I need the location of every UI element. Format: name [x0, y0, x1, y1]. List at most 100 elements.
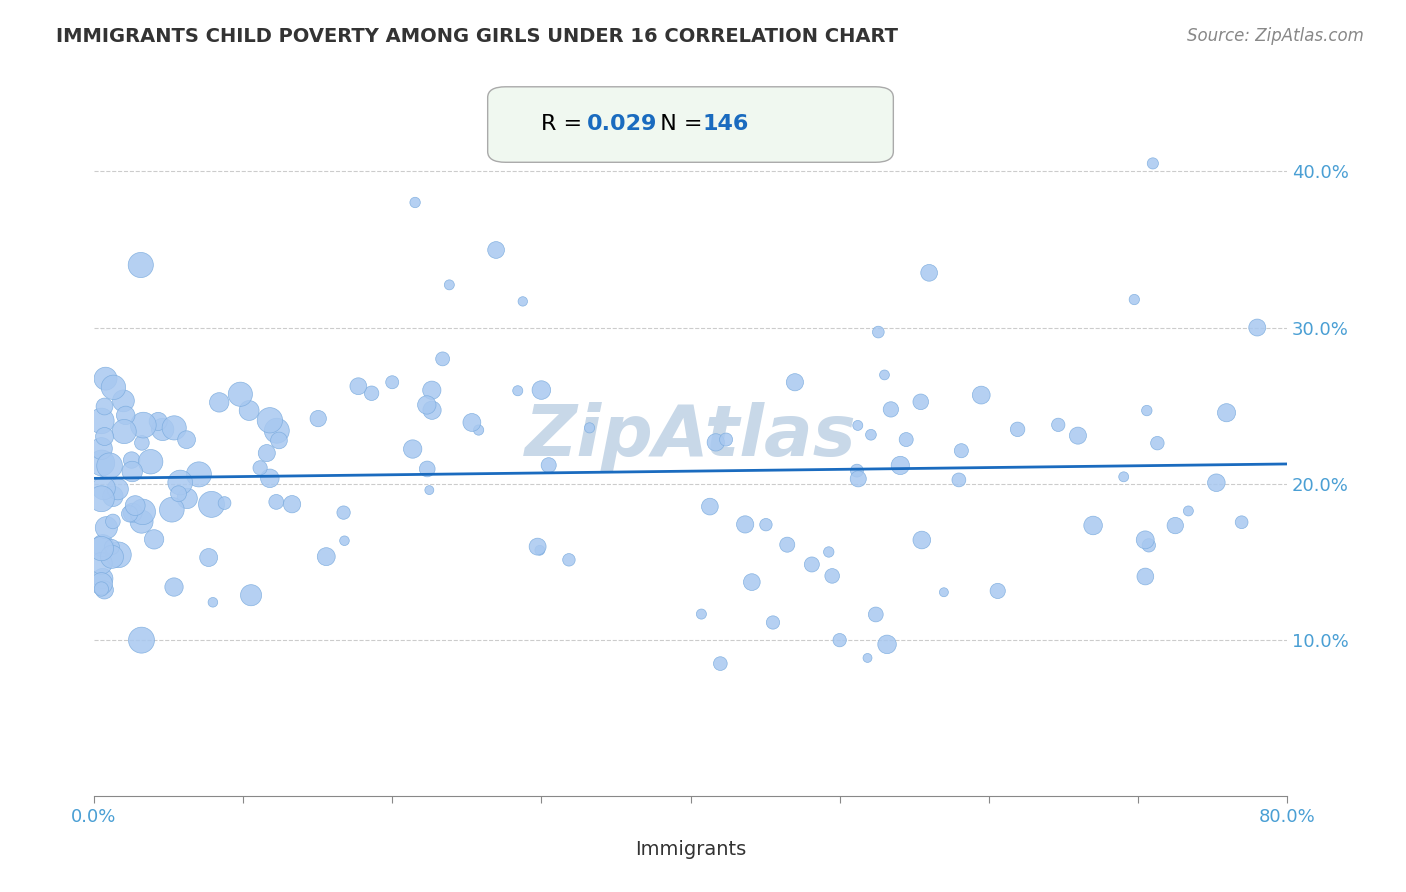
- Point: [163, 580, 186, 594]
- Point: [266, 424, 288, 438]
- Point: [699, 500, 721, 514]
- Point: [1112, 470, 1135, 484]
- Point: [129, 258, 152, 272]
- Point: [859, 427, 882, 442]
- Point: [118, 507, 141, 521]
- Text: R =: R =: [541, 114, 589, 134]
- Point: [101, 515, 124, 529]
- Point: [347, 379, 370, 393]
- Point: [360, 386, 382, 401]
- Point: [558, 553, 581, 567]
- Point: [332, 506, 354, 520]
- Point: [418, 483, 440, 497]
- Point: [783, 376, 806, 390]
- Point: [93, 400, 115, 414]
- Point: [776, 538, 799, 552]
- Point: [381, 376, 404, 390]
- Point: [741, 575, 763, 590]
- Point: [148, 414, 170, 428]
- Point: [267, 434, 290, 448]
- Point: [90, 557, 112, 571]
- Text: 146: 146: [703, 114, 749, 134]
- Point: [131, 515, 153, 529]
- Point: [526, 540, 548, 554]
- Point: [112, 393, 135, 408]
- Point: [880, 402, 903, 417]
- Point: [506, 384, 529, 398]
- Point: [197, 550, 219, 565]
- Point: [131, 436, 153, 450]
- Point: [163, 421, 186, 435]
- Point: [889, 458, 911, 473]
- Point: [1136, 403, 1159, 417]
- Point: [160, 502, 183, 516]
- Point: [90, 582, 112, 596]
- Point: [107, 482, 129, 496]
- Point: [307, 411, 329, 425]
- Point: [214, 496, 236, 510]
- Point: [704, 435, 727, 450]
- Point: [114, 409, 136, 423]
- Point: [714, 433, 737, 447]
- Point: [1135, 533, 1157, 547]
- Point: [467, 423, 489, 437]
- X-axis label: Immigrants: Immigrants: [636, 840, 747, 859]
- Point: [281, 497, 304, 511]
- Point: [1135, 569, 1157, 583]
- Point: [91, 572, 114, 586]
- Point: [709, 657, 731, 671]
- Point: [1007, 422, 1029, 436]
- Point: [1047, 417, 1070, 432]
- Point: [90, 576, 112, 591]
- Point: [755, 517, 778, 532]
- Point: [256, 446, 278, 460]
- Point: [1123, 293, 1146, 307]
- Point: [90, 456, 112, 470]
- Point: [529, 543, 551, 558]
- Point: [828, 633, 851, 648]
- Point: [139, 455, 162, 469]
- Point: [911, 533, 934, 547]
- Point: [121, 465, 143, 479]
- Text: ZipAtlas: ZipAtlas: [524, 402, 856, 472]
- Point: [1067, 428, 1090, 442]
- Point: [176, 491, 198, 506]
- Point: [201, 595, 224, 609]
- Point: [910, 394, 932, 409]
- Point: [93, 582, 115, 597]
- Point: [876, 637, 898, 651]
- Point: [208, 395, 231, 409]
- Point: [101, 489, 124, 503]
- Point: [404, 195, 426, 210]
- Point: [402, 442, 425, 456]
- Text: N =: N =: [647, 114, 710, 134]
- FancyBboxPatch shape: [488, 87, 893, 162]
- Point: [537, 458, 560, 473]
- Point: [103, 380, 125, 394]
- Point: [1177, 504, 1199, 518]
- Point: [131, 633, 153, 648]
- Point: [690, 607, 713, 621]
- Point: [846, 472, 869, 486]
- Point: [238, 403, 260, 417]
- Point: [865, 607, 887, 622]
- Point: [107, 548, 129, 562]
- Point: [121, 506, 143, 520]
- Point: [333, 533, 356, 548]
- Point: [96, 521, 118, 535]
- Point: [432, 351, 454, 366]
- Point: [461, 416, 484, 430]
- Point: [90, 491, 112, 506]
- Point: [90, 442, 112, 456]
- Point: [240, 588, 263, 602]
- Text: IMMIGRANTS CHILD POVERTY AMONG GIRLS UNDER 16 CORRELATION CHART: IMMIGRANTS CHILD POVERTY AMONG GIRLS UND…: [56, 27, 898, 45]
- Point: [1137, 538, 1160, 552]
- Point: [200, 497, 222, 511]
- Point: [132, 418, 155, 433]
- Point: [90, 414, 112, 428]
- Point: [93, 429, 115, 443]
- Point: [918, 266, 941, 280]
- Point: [264, 495, 287, 509]
- Point: [259, 471, 281, 485]
- Point: [817, 545, 839, 559]
